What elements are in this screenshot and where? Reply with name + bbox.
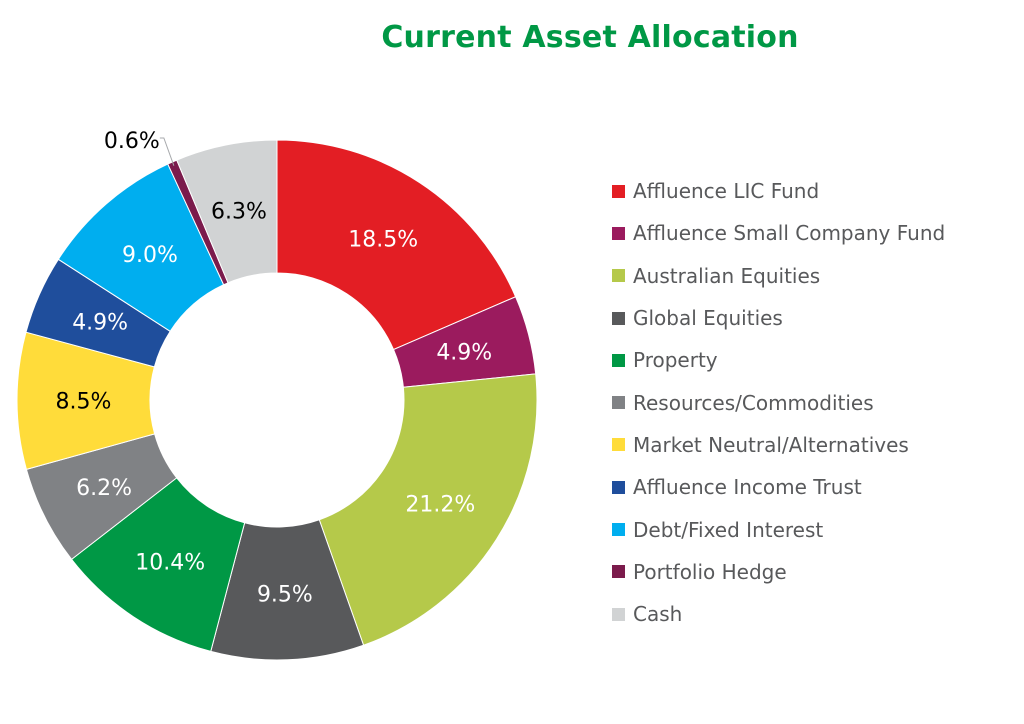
legend-swatch xyxy=(612,396,625,410)
legend-item: Cash xyxy=(612,593,945,635)
data-label: 6.3% xyxy=(211,199,267,224)
legend-label: Cash xyxy=(633,602,683,627)
legend-item: Portfolio Hedge xyxy=(612,551,945,593)
legend-swatch xyxy=(612,226,625,240)
legend-item: Resources/Commodities xyxy=(612,381,945,423)
slice-affluence-lic-fund xyxy=(276,139,517,351)
data-label: 6.2% xyxy=(76,476,132,501)
legend-swatch xyxy=(612,438,625,452)
legend-label: Portfolio Hedge xyxy=(633,559,787,584)
legend: Affluence LIC Fund Affluence Small Compan… xyxy=(612,170,945,635)
data-label: 4.9% xyxy=(436,340,492,365)
legend-swatch xyxy=(612,565,625,579)
legend-swatch xyxy=(612,523,625,537)
legend-label: Resources/Commodities xyxy=(633,390,874,415)
data-label: 21.2% xyxy=(405,493,475,518)
legend-label: Market Neutral/Alternatives xyxy=(633,432,909,457)
legend-label: Global Equities xyxy=(633,306,783,331)
legend-item: Market Neutral/Alternatives xyxy=(612,424,945,466)
legend-label: Affluence Income Trust xyxy=(633,475,862,500)
data-label: 8.5% xyxy=(56,390,112,415)
data-label: 9.5% xyxy=(257,582,313,607)
data-label: 0.6% xyxy=(104,129,160,154)
slice-cash xyxy=(176,139,278,284)
legend-label: Affluence LIC Fund xyxy=(633,179,820,204)
legend-label: Australian Equities xyxy=(633,263,821,288)
legend-item: Debt/Fixed Interest xyxy=(612,508,945,550)
data-label: 10.4% xyxy=(135,550,205,575)
data-label: 9.0% xyxy=(122,243,178,268)
data-label: 18.5% xyxy=(348,227,418,252)
legend-item: Affluence Small Company Fund xyxy=(612,212,945,254)
legend-label: Property xyxy=(633,348,718,373)
data-label: 4.9% xyxy=(72,310,128,335)
leader-line xyxy=(159,137,175,166)
slice-australian-equities xyxy=(318,373,538,646)
legend-swatch xyxy=(612,480,625,494)
legend-swatch xyxy=(612,311,625,325)
legend-swatch xyxy=(612,269,625,283)
legend-label: Debt/Fixed Interest xyxy=(633,517,824,542)
chart-title: Current Asset Allocation xyxy=(381,20,799,55)
legend-item: Affluence Income Trust xyxy=(612,466,945,508)
legend-swatch xyxy=(612,607,625,621)
legend-item: Australian Equities xyxy=(612,255,945,297)
legend-item: Global Equities xyxy=(612,297,945,339)
donut-chart: 18.5% 4.9% 21.2% 9.5% 10.4% 6.2% 8.5% 4.9% 9.0% 0… xyxy=(16,129,538,661)
legend-item: Affluence LIC Fund xyxy=(612,170,945,212)
legend-label: Affluence Small Company Fund xyxy=(633,221,946,246)
legend-item: Property xyxy=(612,339,945,381)
legend-swatch xyxy=(612,184,625,198)
legend-swatch xyxy=(612,353,625,367)
